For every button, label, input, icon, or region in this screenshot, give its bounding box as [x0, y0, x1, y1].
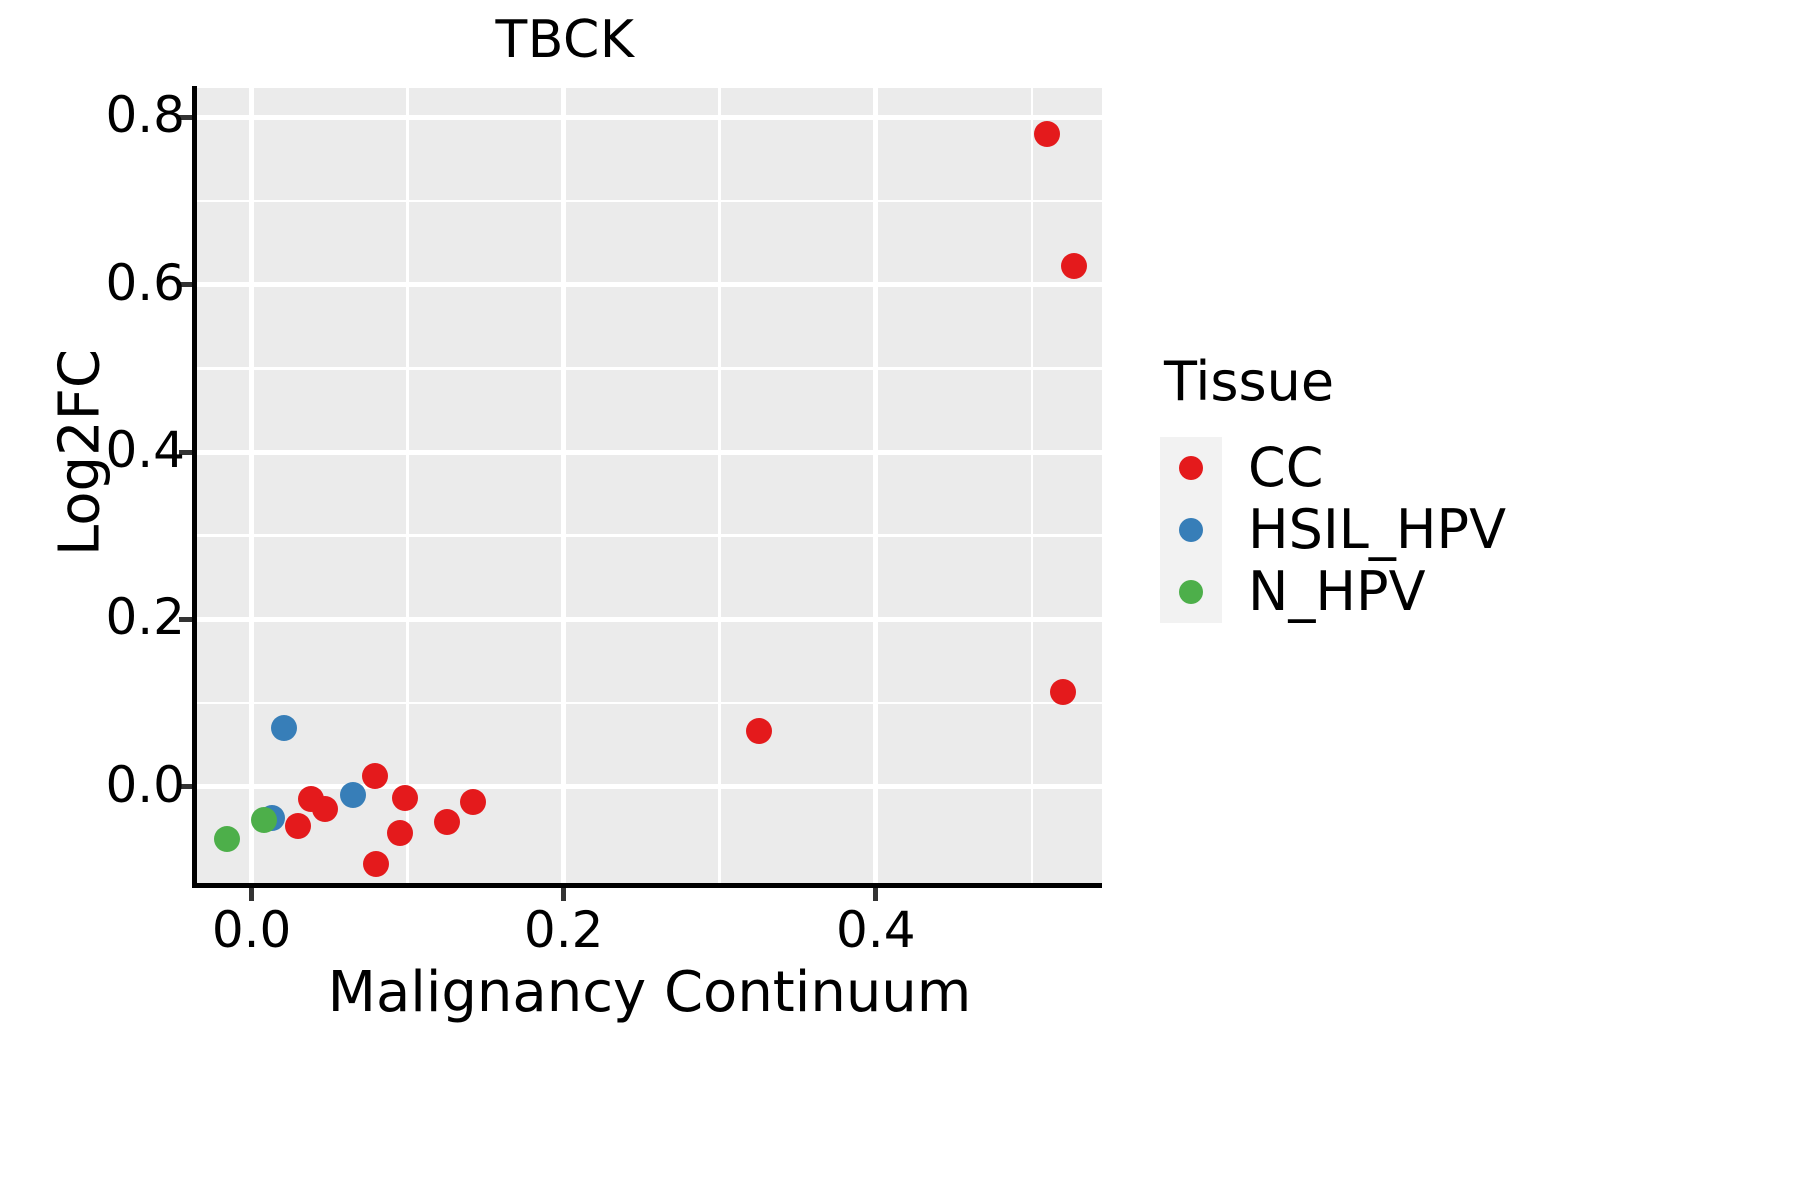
legend-key-swatch [1160, 437, 1222, 499]
y-tick-mark [179, 784, 192, 790]
x-axis-line [192, 883, 1102, 888]
data-point [340, 782, 367, 809]
legend-point-icon [1179, 456, 1203, 480]
y-tick-label: 0.4 [105, 421, 185, 480]
y-tick-label: 0.2 [105, 588, 185, 647]
legend-item-label: CC [1248, 436, 1324, 499]
gridline-minor-horizontal [197, 534, 1102, 537]
data-point [271, 715, 298, 742]
legend-key-swatch [1160, 561, 1222, 623]
y-tick-mark [179, 114, 192, 120]
legend-title: Tissue [1164, 350, 1335, 413]
legend-item[interactable]: HSIL_HPV [1160, 499, 1760, 561]
y-tick-label: 0.0 [105, 755, 185, 814]
legend-item-label: N_HPV [1248, 560, 1426, 623]
y-tick-mark [179, 449, 192, 455]
y-tick-label: 0.8 [105, 86, 185, 145]
x-tick-mark [561, 888, 567, 901]
x-tick-mark [873, 888, 879, 901]
y-axis-label: Log2FC [47, 349, 113, 556]
legend: Tissue CC HSIL_HPV N_HPV [1160, 350, 1760, 623]
data-point [1049, 679, 1076, 706]
gridline-major-horizontal [197, 114, 1102, 120]
gridline-major-horizontal [197, 616, 1102, 622]
x-tick-label: 0.0 [211, 901, 292, 959]
data-point [1034, 121, 1061, 148]
gridline-minor-horizontal [197, 701, 1102, 705]
plot-panel [197, 88, 1102, 883]
x-tick-label: 0.2 [523, 901, 604, 959]
gridline-major-horizontal [197, 282, 1102, 288]
legend-key-swatch [1160, 499, 1222, 561]
data-point [460, 788, 487, 815]
data-point [361, 762, 388, 789]
gridline-minor-vertical [718, 88, 721, 883]
data-point [386, 819, 413, 846]
x-tick-mark [249, 888, 255, 901]
x-axis-label: Malignancy Continuum [327, 960, 972, 1025]
gridline-major-horizontal [197, 784, 1102, 790]
y-axis-line [192, 86, 197, 887]
legend-item[interactable]: N_HPV [1160, 561, 1760, 623]
gridline-major-horizontal [197, 449, 1102, 455]
legend-point-icon [1179, 580, 1203, 604]
legend-item[interactable]: CC [1160, 437, 1760, 499]
legend-point-icon [1179, 518, 1203, 542]
gridline-minor-horizontal [197, 199, 1102, 203]
data-point [391, 784, 418, 811]
page-title: TBCK [495, 10, 635, 70]
gridline-minor-horizontal [197, 367, 1102, 370]
data-point [251, 807, 278, 834]
gridline-minor-vertical [1030, 88, 1034, 883]
data-point [745, 717, 772, 744]
data-point [311, 796, 338, 823]
gridline-minor-vertical [406, 88, 409, 883]
data-point [285, 813, 312, 840]
legend-items: CC HSIL_HPV N_HPV [1160, 437, 1760, 623]
data-point [433, 808, 460, 835]
x-tick-label: 0.4 [835, 901, 916, 959]
y-tick-mark [179, 616, 192, 622]
y-tick-label: 0.6 [105, 253, 185, 312]
data-point [213, 825, 240, 852]
gridline-major-vertical [561, 88, 567, 883]
gridline-major-vertical [249, 88, 255, 883]
data-point [1060, 253, 1087, 280]
data-point [363, 850, 390, 877]
y-tick-mark [179, 282, 192, 288]
gridline-major-vertical [873, 88, 879, 883]
legend-item-label: HSIL_HPV [1248, 498, 1507, 561]
